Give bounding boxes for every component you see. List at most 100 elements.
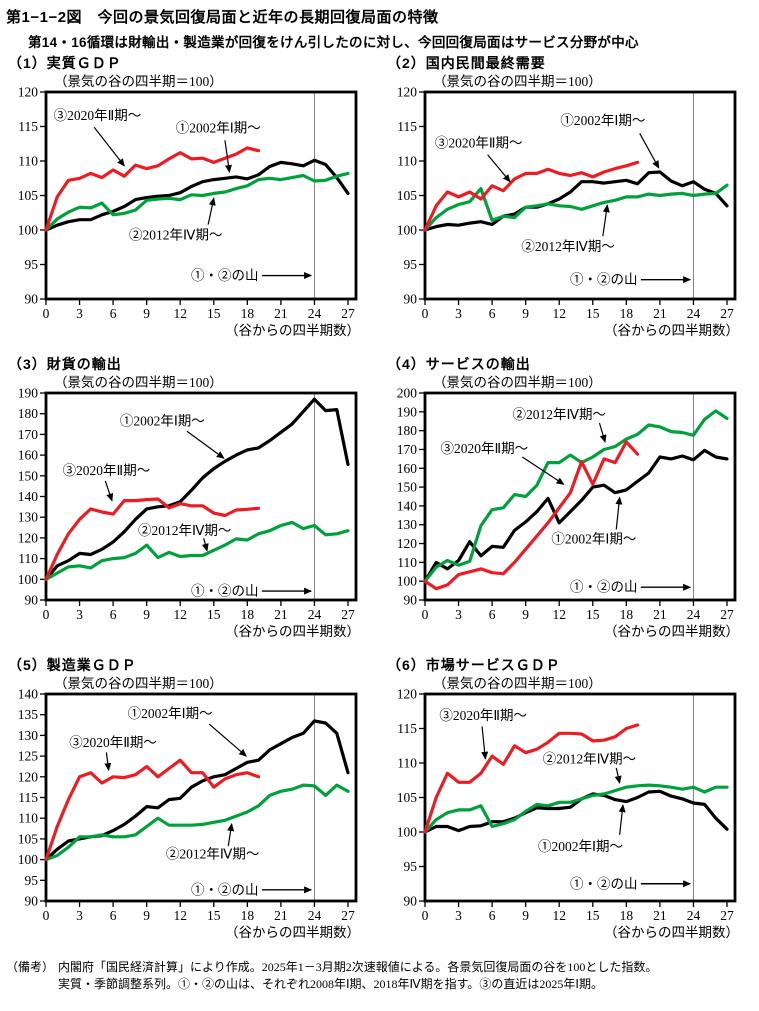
svg-text:18: 18 [241, 607, 255, 622]
svg-text:120: 120 [397, 85, 418, 100]
svg-text:105: 105 [397, 188, 418, 203]
notes-body: 内閣府「国民経済計算」により作成。2025年1－3月期2次速報値による。各景気回… [58, 959, 657, 994]
svg-text:170: 170 [18, 427, 39, 442]
panel-title: （5）製造業ＧＤＰ [8, 657, 137, 673]
svg-text:100: 100 [18, 223, 39, 238]
svg-text:150: 150 [18, 468, 39, 483]
svg-text:21: 21 [274, 908, 288, 923]
page-subtitle: 第14・16循環は財輸出・製造業が回復をけん引したのに対し、今回回復局面はサービ… [28, 35, 639, 50]
svg-text:115: 115 [18, 790, 38, 805]
source-notes: （備考） 内閣府「国民経済計算」により作成。2025年1－3月期2次速報値による… [6, 959, 753, 994]
svg-text:24: 24 [687, 607, 701, 622]
svg-text:190: 190 [18, 386, 39, 401]
svg-text:160: 160 [18, 448, 39, 463]
svg-text:21: 21 [274, 306, 288, 321]
svg-text:6: 6 [110, 607, 117, 622]
svg-text:①・②の山: ①・②の山 [570, 876, 638, 891]
svg-text:105: 105 [18, 188, 39, 203]
svg-text:9: 9 [522, 306, 529, 321]
svg-text:120: 120 [18, 85, 39, 100]
svg-text:105: 105 [397, 790, 418, 805]
svg-text:125: 125 [18, 749, 39, 764]
svg-text:120: 120 [18, 530, 39, 545]
svg-text:90: 90 [25, 593, 39, 608]
svg-text:110: 110 [397, 154, 417, 169]
svg-text:6: 6 [110, 908, 117, 923]
svg-text:24: 24 [308, 607, 322, 622]
svg-text:3: 3 [76, 306, 83, 321]
svg-text:160: 160 [397, 461, 418, 476]
chart-panel-domestic-demand: （2）国内民間最終需要 （景気の谷の四半期＝100） 90 95 100 105 110 1… [385, 53, 753, 354]
svg-text:90: 90 [25, 894, 39, 909]
svg-text:②2012年Ⅳ期〜: ②2012年Ⅳ期〜 [129, 227, 222, 242]
svg-text:3: 3 [76, 607, 83, 622]
svg-text:120: 120 [397, 687, 418, 702]
svg-text:12: 12 [173, 607, 187, 622]
svg-text:90: 90 [404, 894, 418, 909]
svg-text:130: 130 [18, 728, 39, 743]
svg-text:27: 27 [341, 306, 355, 321]
svg-text:140: 140 [18, 489, 39, 504]
svg-text:②2012年Ⅳ期〜: ②2012年Ⅳ期〜 [166, 846, 259, 861]
svg-text:（谷からの四半期数）: （谷からの四半期数） [604, 624, 739, 639]
chart-panel-manufacturing-gdp: （5）製造業ＧＤＰ （景気の谷の四半期＝100） 90 95 100 105 110 115… [6, 655, 385, 956]
line-chart-manufacturing-gdp: （景気の谷の四半期＝100）90951001051101151201251301… [18, 676, 360, 940]
line-chart-domestic-demand: （景気の谷の四半期＝100） 90 95 100 105 110 115 120 0 3 6 9 12 1… [397, 74, 739, 338]
svg-text:100: 100 [397, 574, 418, 589]
panel-title: （1）実質ＧＤＰ [8, 55, 122, 71]
svg-text:③2020年Ⅱ期〜: ③2020年Ⅱ期〜 [63, 463, 151, 478]
svg-text:3: 3 [455, 908, 462, 923]
svg-text:110: 110 [397, 555, 417, 570]
panel-title: （3）財貨の輸出 [8, 356, 122, 372]
svg-text:③2020年Ⅱ期〜: ③2020年Ⅱ期〜 [69, 735, 157, 750]
svg-text:①2002年Ⅰ期〜: ①2002年Ⅰ期〜 [120, 413, 205, 428]
page-title: 第1−1−2図 今回の景気回復局面と近年の長期回復局面の特徴 [6, 9, 439, 26]
svg-text:9: 9 [143, 908, 150, 923]
svg-text:110: 110 [18, 551, 38, 566]
svg-text:18: 18 [620, 607, 634, 622]
svg-text:③2020年Ⅱ期〜: ③2020年Ⅱ期〜 [439, 708, 527, 723]
chart-grid: （1）実質ＧＤＰ （景気の谷の四半期＝100） 90 95 100 105 110 115 1… [6, 53, 753, 956]
svg-text:24: 24 [687, 908, 701, 923]
svg-text:180: 180 [397, 423, 418, 438]
svg-text:②2012年Ⅳ期〜: ②2012年Ⅳ期〜 [543, 751, 636, 766]
svg-text:6: 6 [489, 908, 496, 923]
svg-text:130: 130 [397, 517, 418, 532]
chart-panel-goods-exports: （3）財貨の輸出 （景気の谷の四半期＝100） 90 100 110 120 130 140… [6, 354, 385, 655]
svg-text:6: 6 [489, 607, 496, 622]
svg-text:100: 100 [397, 223, 418, 238]
panel-title: （4）サービスの輸出 [387, 356, 531, 372]
chart-panel-market-services-gdp: （6）市場サービスＧＤＰ （景気の谷の四半期＝100） 90 95 100 105 110… [385, 655, 753, 956]
svg-text:21: 21 [653, 607, 667, 622]
svg-text:9: 9 [143, 306, 150, 321]
svg-text:③2020年Ⅱ期〜: ③2020年Ⅱ期〜 [54, 108, 142, 123]
svg-text:③2020年Ⅱ期〜: ③2020年Ⅱ期〜 [435, 136, 523, 151]
svg-text:130: 130 [18, 510, 39, 525]
svg-text:120: 120 [18, 769, 39, 784]
svg-text:15: 15 [586, 908, 600, 923]
svg-text:（景気の谷の四半期＝100）: （景気の谷の四半期＝100） [54, 375, 223, 390]
svg-text:18: 18 [241, 306, 255, 321]
svg-text:115: 115 [397, 721, 417, 736]
line-chart-real-gdp: （景気の谷の四半期＝100） 90 95 100 105 110 115 120 0 3 6 9 12 1… [18, 74, 360, 338]
svg-text:（谷からの四半期数）: （谷からの四半期数） [225, 624, 360, 639]
svg-text:90: 90 [404, 292, 418, 307]
svg-text:18: 18 [620, 306, 634, 321]
svg-text:0: 0 [422, 306, 429, 321]
panel-title: （6）市場サービスＧＤＰ [387, 657, 561, 673]
svg-text:6: 6 [489, 306, 496, 321]
svg-text:（谷からの四半期数）: （谷からの四半期数） [225, 925, 360, 940]
svg-text:①2002年Ⅰ期〜: ①2002年Ⅰ期〜 [551, 531, 636, 546]
svg-text:（谷からの四半期数）: （谷からの四半期数） [604, 925, 739, 940]
svg-text:110: 110 [18, 811, 38, 826]
svg-text:24: 24 [308, 908, 322, 923]
svg-text:140: 140 [18, 687, 39, 702]
svg-text:15: 15 [586, 306, 600, 321]
svg-text:12: 12 [173, 306, 187, 321]
chart-panel-services-exports: （4）サービスの輸出 （景気の谷の四半期＝100） 90 100 110 120 130 1… [385, 354, 753, 655]
svg-text:①2002年Ⅰ期〜: ①2002年Ⅰ期〜 [176, 120, 261, 135]
svg-text:115: 115 [18, 119, 38, 134]
svg-text:9: 9 [143, 607, 150, 622]
svg-text:0: 0 [43, 306, 50, 321]
svg-text:24: 24 [687, 306, 701, 321]
